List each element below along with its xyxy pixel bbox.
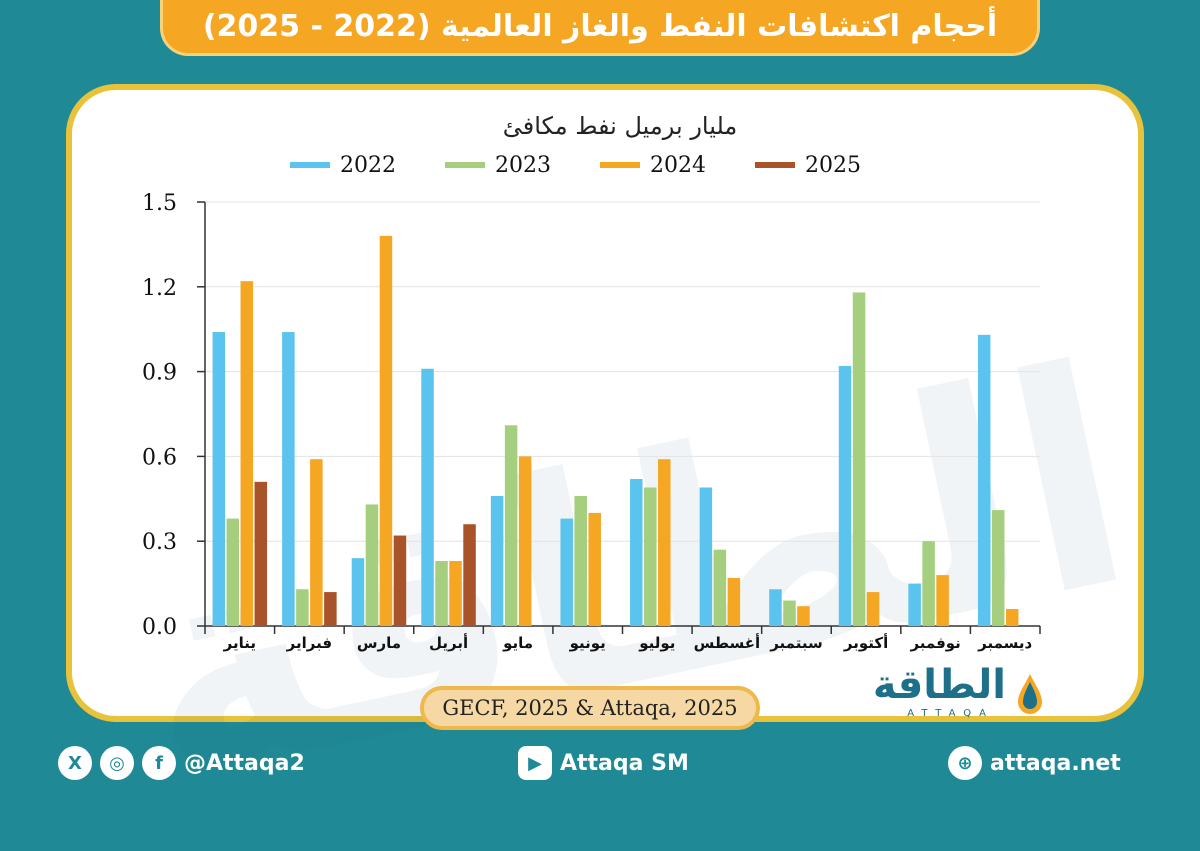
- y-tick-label: 0.3: [142, 530, 177, 555]
- website-label: attaqa.net: [990, 750, 1121, 776]
- bar-2025: [393, 535, 407, 626]
- x-tick-label: يوليو: [638, 634, 675, 652]
- bar-2025: [254, 481, 268, 626]
- legend-item-2025: 2025: [755, 150, 910, 180]
- globe-icon: ⊕: [948, 746, 982, 780]
- x-tick-label: فبراير: [286, 634, 332, 652]
- bar-2022: [908, 583, 921, 626]
- youtube-link[interactable]: ▶ Attaqa SM: [518, 746, 689, 780]
- logo-subtext: ATTAQA: [907, 708, 994, 719]
- bar-2024: [936, 575, 949, 626]
- bar-2024: [866, 592, 880, 626]
- social-handle[interactable]: @Attaqa2: [184, 750, 305, 776]
- x-icon[interactable]: X: [58, 746, 92, 780]
- bar-2022: [351, 558, 365, 626]
- instagram-icon[interactable]: ◎: [100, 746, 134, 780]
- bar-2023: [852, 292, 866, 626]
- bar-2022: [977, 334, 991, 626]
- bar-2024: [379, 235, 393, 627]
- x-tick-label: أكتوبر: [843, 633, 888, 652]
- social-links: X ◎ f @Attaqa2: [58, 746, 305, 780]
- bar-2024: [449, 560, 462, 626]
- legend-item-2023: 2023: [445, 150, 600, 180]
- legend-label-2024: 2024: [650, 152, 706, 178]
- bar-2022: [421, 368, 434, 626]
- title-banner: أحجام اكتشافات النفط والغاز العالمية (20…: [160, 0, 1040, 56]
- bar-2024: [310, 459, 323, 626]
- x-tick-label: يناير: [223, 634, 256, 652]
- bar-2022: [282, 332, 295, 626]
- bar-2022: [212, 332, 226, 626]
- legend-swatch-2023: [445, 162, 485, 168]
- legend: 2022 2023 2024 2025: [290, 150, 910, 180]
- bar-2022: [699, 487, 713, 626]
- bar-chart: 0.0 0.3 0.6 0.9 1.2 1.5 يناير فبراير مارس أبريل ما…: [142, 191, 1041, 652]
- bar-2024: [1005, 609, 1019, 626]
- bar-2023: [504, 425, 518, 626]
- legend-item-2024: 2024: [600, 150, 755, 180]
- legend-swatch-2024: [600, 162, 640, 168]
- bar-2023: [365, 504, 379, 626]
- bar-2024: [240, 281, 254, 626]
- x-tick-label: أغسطس: [694, 633, 760, 652]
- legend-label-2022: 2022: [340, 152, 396, 178]
- footer: X ◎ f @Attaqa2 ▶ Attaqa SM ⊕ attaqa.net: [0, 736, 1200, 800]
- website-link[interactable]: ⊕ attaqa.net: [948, 746, 1121, 780]
- bar-2024: [588, 512, 601, 626]
- youtube-icon: ▶: [518, 746, 552, 780]
- bar-2023: [296, 589, 309, 626]
- bar-2023: [435, 560, 448, 626]
- x-tick-label: يونيو: [569, 634, 606, 652]
- bar-2025: [324, 592, 337, 626]
- legend-swatch-2025: [755, 162, 795, 168]
- x-tick-label: مايو: [502, 634, 533, 652]
- source-pill: GECF, 2025 & Attaqa, 2025: [420, 686, 760, 730]
- oil-drop-icon: [1018, 674, 1042, 714]
- y-axis-unit-label: مليار برميل نفط مكافئ: [502, 112, 738, 140]
- bar-2022: [769, 589, 782, 626]
- bar-2022: [560, 518, 573, 626]
- x-tick-label: نوفمبر: [909, 634, 960, 652]
- legend-label-2023: 2023: [495, 152, 551, 178]
- y-tick-label: 1.2: [142, 276, 177, 301]
- bar-2023: [574, 495, 587, 626]
- attaqa-logo: الطاقة ATTAQA: [846, 662, 1046, 722]
- bar-2022: [490, 495, 504, 626]
- bar-2023: [922, 541, 935, 626]
- x-tick-label: سبتمبر: [769, 634, 823, 652]
- bar-2024: [797, 606, 810, 626]
- logo-text: الطاقة: [872, 662, 1006, 708]
- x-tick-label: مارس: [357, 634, 401, 652]
- y-tick-label: 0.0: [142, 615, 177, 640]
- legend-item-2022: 2022: [290, 150, 445, 180]
- page-title: أحجام اكتشافات النفط والغاز العالمية (20…: [202, 9, 998, 44]
- legend-label-2025: 2025: [805, 152, 861, 178]
- bar-2024: [727, 577, 741, 626]
- bar-2023: [783, 600, 796, 626]
- bar-2023: [644, 487, 657, 626]
- y-tick-label: 0.6: [142, 445, 177, 470]
- y-tick-label: 0.9: [142, 361, 177, 386]
- bar-2023: [991, 510, 1005, 626]
- bar-2024: [658, 459, 671, 626]
- bar-2024: [518, 456, 532, 626]
- youtube-label: Attaqa SM: [560, 750, 689, 776]
- bar-2022: [838, 365, 852, 626]
- bar-2022: [630, 479, 643, 626]
- x-tick-label: أبريل: [429, 633, 468, 652]
- bar-2023: [226, 518, 240, 626]
- bar-2023: [713, 549, 727, 626]
- source-text: GECF, 2025 & Attaqa, 2025: [442, 696, 738, 720]
- facebook-icon[interactable]: f: [142, 746, 176, 780]
- legend-swatch-2022: [290, 162, 330, 168]
- bar-2025: [463, 524, 476, 626]
- y-tick-label: 1.5: [142, 191, 177, 216]
- x-tick-label: ديسمبر: [977, 634, 1032, 652]
